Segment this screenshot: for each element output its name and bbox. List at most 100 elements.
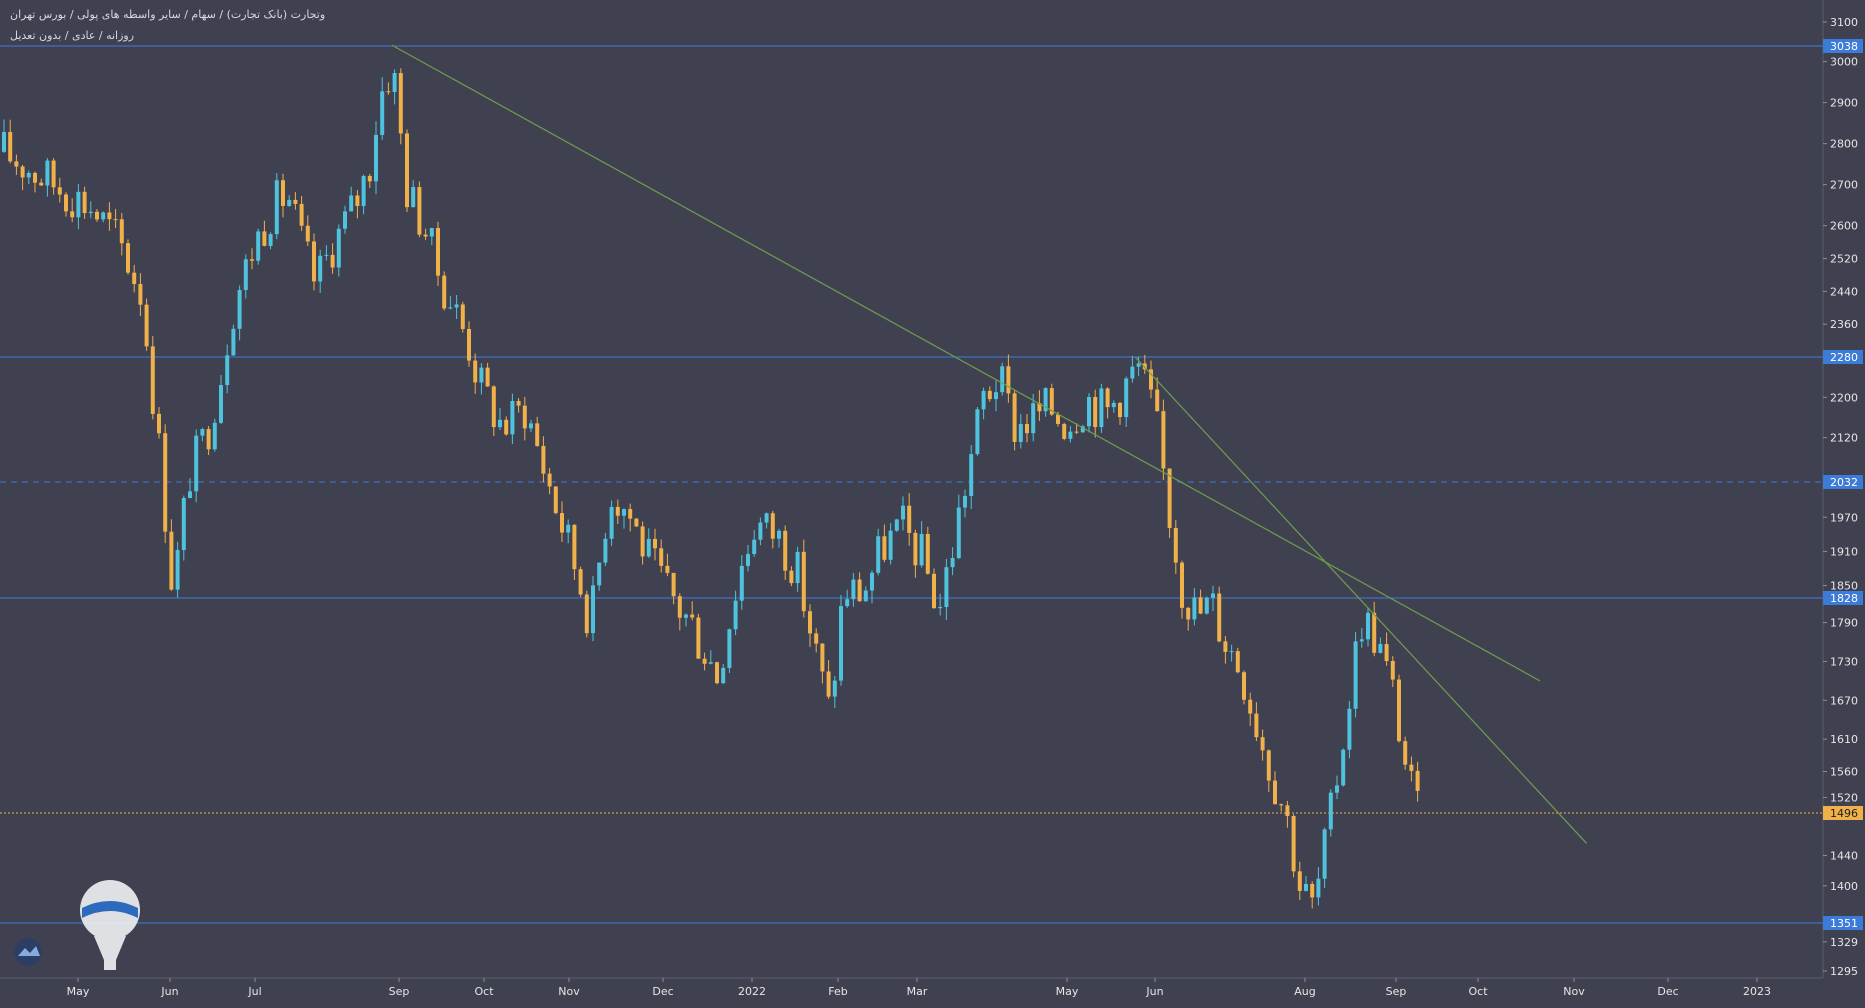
candle-body: [349, 195, 354, 212]
price-tags: 3038 2280 2032 1828 1351 1496: [1823, 39, 1863, 930]
candle-body: [473, 360, 478, 383]
candle-body: [1353, 641, 1358, 709]
y-tick-label: 2440: [1830, 285, 1858, 298]
candle-body: [752, 539, 757, 555]
y-tick-label: 1610: [1830, 733, 1858, 746]
candle-body: [51, 160, 56, 188]
x-axis-ticks: May Jun Jul Sep Oct Nov Dec 2022 Feb Mar May Jun Aug…: [67, 978, 1771, 998]
candle-body: [1161, 411, 1166, 469]
candle-body: [963, 495, 967, 508]
trendlines: [391, 44, 1587, 844]
candle-body: [950, 558, 955, 568]
candle-body: [547, 473, 552, 487]
x-tick-label: Mar: [907, 985, 928, 998]
candle-body: [70, 211, 75, 218]
candle-body: [312, 241, 316, 282]
candle-body: [281, 180, 285, 206]
candle-body: [1242, 672, 1246, 700]
candles: [2, 68, 1420, 909]
candle-body: [1397, 679, 1401, 742]
candle-body: [721, 667, 726, 684]
candle-body: [262, 231, 267, 246]
candle-body: [690, 614, 695, 618]
candle-body: [1366, 612, 1370, 640]
candle-body: [39, 182, 44, 186]
candle-body: [1074, 431, 1079, 433]
candle-body: [498, 419, 502, 428]
candle-body: [894, 519, 899, 531]
x-tick-label: Aug: [1294, 985, 1315, 998]
candle-body: [597, 562, 602, 586]
candle-body: [436, 227, 440, 276]
candle-body: [560, 513, 564, 533]
candle-body: [1341, 749, 1346, 786]
candle-body: [95, 211, 99, 220]
candle-body: [1223, 641, 1228, 652]
candle-body: [1062, 423, 1067, 439]
current-price-label: 1496: [1830, 807, 1858, 820]
candle-body: [324, 254, 329, 256]
x-tick-label: Jun: [160, 985, 178, 998]
candle-body: [448, 307, 453, 309]
x-tick-label: Sep: [389, 985, 410, 998]
candle-body: [839, 606, 843, 681]
candle-body: [1087, 396, 1091, 427]
candle-body: [975, 409, 980, 455]
trendline: [1134, 356, 1587, 844]
candle-body: [888, 530, 893, 560]
candle-body: [1173, 527, 1178, 563]
candle-body: [1167, 468, 1172, 528]
level-price-tag: [1823, 591, 1863, 605]
candle-body: [1304, 883, 1308, 891]
candle-body: [832, 680, 837, 697]
chart-title: وتجارت (بانک تجارت) / سهام / سایر واسطه …: [10, 8, 326, 21]
candle-body: [516, 400, 521, 406]
candle-body: [746, 554, 750, 566]
candle-body: [374, 134, 378, 182]
candle-body: [510, 400, 515, 435]
candle-body: [758, 522, 763, 540]
candle-body: [442, 275, 447, 309]
candle-body: [789, 570, 794, 584]
candle-body: [541, 445, 546, 474]
candle-body: [26, 172, 31, 178]
candle-body: [1186, 607, 1191, 620]
candle-body: [107, 212, 112, 220]
current-price-tag: [1823, 806, 1863, 820]
candle-body: [212, 422, 217, 450]
y-axis-ticks: 3100 3000 2900 2800 2700 2600 2520 2440 2360 2280…: [1823, 16, 1858, 978]
candle-body: [355, 195, 360, 206]
x-tick-label: Jul: [247, 985, 261, 998]
candle-body: [479, 367, 484, 383]
candle-body: [33, 172, 37, 183]
candle-body: [653, 538, 657, 549]
candle-body: [243, 259, 248, 290]
candle-body: [14, 161, 19, 167]
chart-subtitle: روزانه / عادی / بدون تعدیل: [10, 29, 135, 42]
x-tick-label: Sep: [1386, 985, 1407, 998]
y-tick-label: 1910: [1830, 545, 1858, 558]
candle-body: [200, 429, 205, 436]
candle-body: [299, 203, 304, 226]
candle-body: [126, 243, 130, 273]
candle-body: [1291, 815, 1296, 872]
y-tick-label: 1670: [1830, 694, 1858, 707]
candle-body: [367, 175, 372, 182]
candle-body: [863, 590, 868, 602]
y-tick-label: 3000: [1830, 56, 1858, 69]
candle-body: [529, 423, 533, 429]
candle-body: [876, 536, 881, 573]
candle-body: [851, 579, 856, 600]
candle-body: [1235, 651, 1240, 673]
candle-body: [287, 199, 292, 206]
candle-body: [76, 191, 81, 218]
candle-body: [237, 289, 242, 329]
level-price-label: 3038: [1830, 40, 1858, 53]
candle-body: [1025, 423, 1029, 434]
candle-body: [194, 435, 199, 492]
y-tick-label: 1400: [1830, 880, 1858, 893]
y-tick-label: 2360: [1830, 318, 1858, 331]
candle-body: [684, 614, 688, 618]
